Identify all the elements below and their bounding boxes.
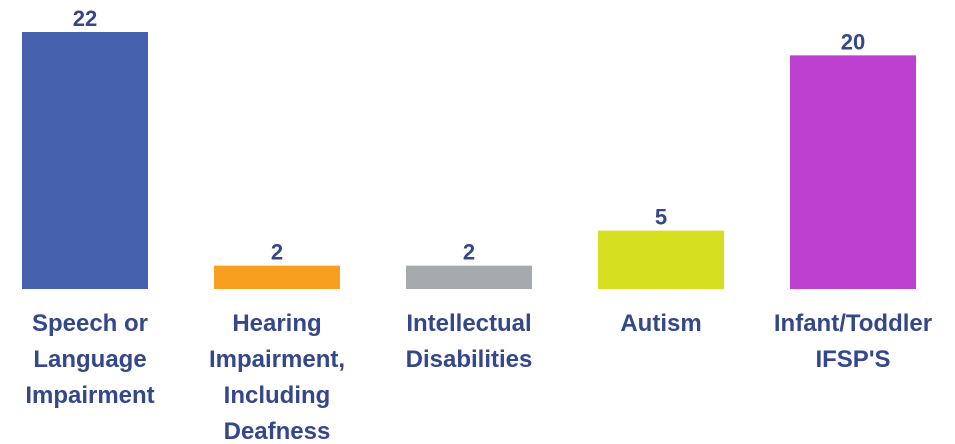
bar [22,32,148,289]
bar [790,55,916,290]
value-label: 2 [463,240,475,265]
category-label: Infant/Toddler IFSP'S [773,310,933,373]
value-label: 22 [73,6,97,31]
bar [406,265,532,289]
bar [214,265,340,289]
category-label: Intellectual Disabilities [405,310,533,373]
category-label: Hearing Impairment, Including Deafness [208,310,346,444]
value-label: 20 [841,29,865,54]
category-label: Autism [620,310,702,337]
value-label: 2 [271,240,283,265]
category-label: Speech or Language Impairment [25,310,155,409]
bar [598,230,724,289]
value-label: 5 [655,205,667,230]
